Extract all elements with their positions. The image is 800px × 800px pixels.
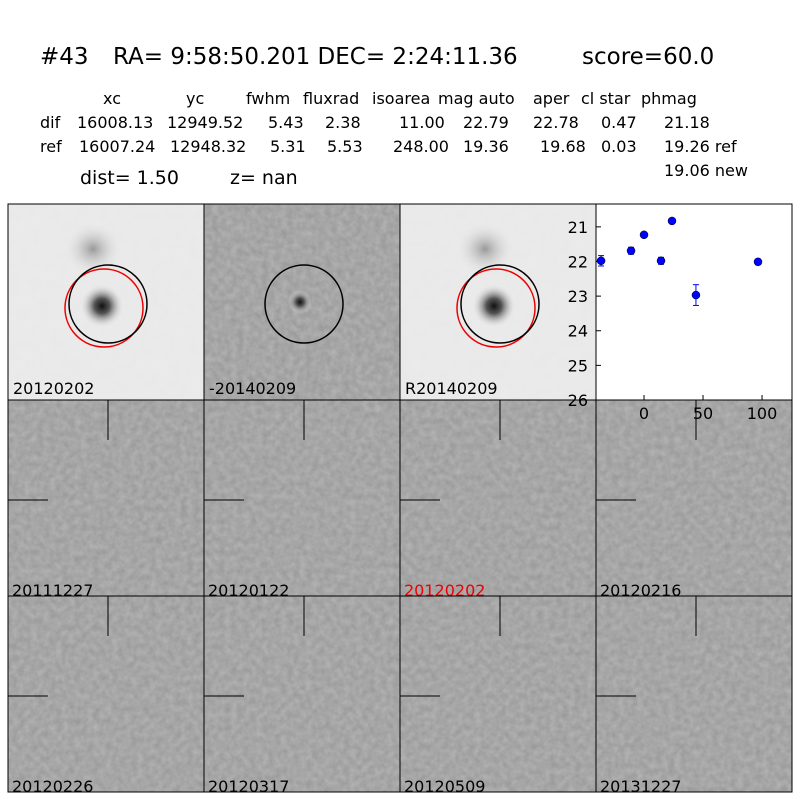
stamp-noise: [400, 596, 596, 792]
z: z= nan: [230, 167, 298, 189]
table-cell: 248.00: [393, 137, 449, 156]
aperture-red: [456, 268, 536, 348]
column-header: yc: [186, 89, 204, 108]
table-cell: 5.43: [268, 113, 304, 132]
object-id: #43: [40, 44, 89, 70]
phmag-new: 19.06 new: [664, 161, 748, 180]
column-header: mag auto: [438, 89, 515, 108]
y-tick-label: 24: [568, 322, 588, 341]
dist: dist= 1.50: [80, 167, 179, 189]
y-tick-label: 25: [568, 356, 588, 375]
table-cell: 19.36: [463, 137, 509, 156]
epoch-label: 20111227: [12, 581, 93, 600]
stamp-label: R20140209: [405, 379, 498, 398]
table-cell: 19.26 ref: [664, 137, 737, 156]
table-cell: 11.00: [399, 113, 445, 132]
stamp-noise: [8, 596, 204, 792]
epoch-label: 20120216: [600, 581, 681, 600]
table-cell: 16007.24: [79, 137, 155, 156]
source: [80, 284, 124, 328]
stamp-label: 20120202: [13, 379, 94, 398]
epoch-label: 20120122: [208, 581, 289, 600]
plot-bg: [595, 203, 793, 401]
stamp-noise: [8, 400, 204, 596]
y-tick-label: 23: [568, 287, 588, 306]
point: [753, 257, 763, 267]
epoch-label: 20120509: [404, 777, 485, 796]
stamp-label: -20140209: [209, 379, 296, 398]
point: [691, 290, 701, 300]
table-cell: 5.31: [270, 137, 306, 156]
aperture: [460, 264, 540, 344]
table-cell: 21.18: [664, 113, 710, 132]
table-cell: 5.53: [327, 137, 363, 156]
halo: [455, 221, 515, 277]
table-cell: 0.03: [601, 137, 637, 156]
frame: [595, 595, 793, 793]
epoch-label: 20120226: [12, 777, 93, 796]
stamp-noise: [596, 596, 792, 792]
y-tick-label: 26: [568, 391, 588, 410]
aperture-red: [64, 268, 144, 348]
epoch-label: 20120317: [208, 777, 289, 796]
score: score=60.0: [582, 44, 714, 70]
x-tick-label: 50: [693, 404, 713, 423]
table-cell: 0.47: [601, 113, 637, 132]
aperture: [264, 264, 344, 344]
column-header: isoarea: [372, 89, 430, 108]
table-cell: dif: [40, 113, 61, 132]
halo: [63, 221, 123, 277]
table-cell: ref: [40, 137, 62, 156]
point: [667, 216, 677, 226]
column-header: fwhm: [246, 89, 290, 108]
column-header: phmag: [641, 89, 697, 108]
epoch-label: 20120202: [404, 581, 485, 600]
stamp-noise: [596, 400, 792, 596]
table-cell: 16008.13: [77, 113, 153, 132]
x-tick-label: 0: [639, 404, 649, 423]
point: [626, 246, 636, 255]
coordinates: RA= 9:58:50.201 DEC= 2:24:11.36: [113, 44, 518, 70]
table-cell: 22.78: [533, 113, 579, 132]
y-tick-label: 21: [568, 218, 588, 237]
table-cell: 19.68: [540, 137, 586, 156]
x-tick-label: 100: [747, 404, 778, 423]
source: [472, 284, 516, 328]
stamp-noise: [204, 400, 400, 596]
stamp-noise: [400, 400, 596, 596]
point: [596, 256, 606, 266]
column-header: fluxrad: [303, 89, 359, 108]
column-header: cl star: [581, 89, 631, 108]
column-header: xc: [103, 89, 121, 108]
point: [639, 230, 649, 240]
column-header: aper: [533, 89, 570, 108]
stamp-noise: [204, 596, 400, 792]
table-cell: 22.79: [463, 113, 509, 132]
y-tick-label: 22: [568, 252, 588, 271]
aperture: [68, 264, 148, 344]
table-cell: 12948.32: [170, 137, 246, 156]
table-cell: 12949.52: [167, 113, 243, 132]
epoch-label: 20131227: [600, 777, 681, 796]
table-cell: 2.38: [325, 113, 361, 132]
point: [656, 256, 666, 266]
source: [288, 290, 312, 314]
